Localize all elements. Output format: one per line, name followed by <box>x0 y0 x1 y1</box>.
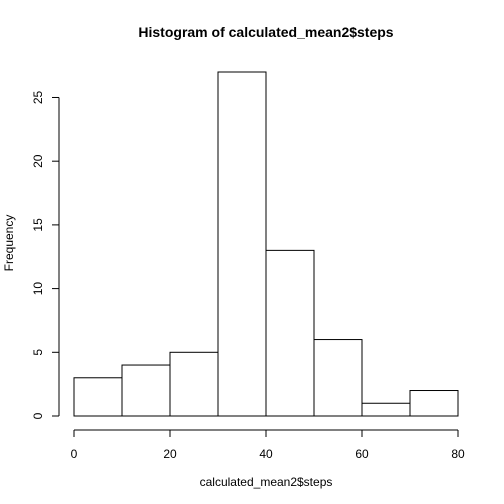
y-axis: 0 5 10 15 20 25 <box>31 90 60 419</box>
x-tick-label-0: 0 <box>71 447 78 461</box>
histogram-bar-7 <box>409 390 459 417</box>
histogram-bar-3 <box>217 71 267 417</box>
histogram-bar-0 <box>73 377 123 417</box>
histogram-bar-4 <box>265 249 315 417</box>
histogram-bar-5 <box>313 339 363 417</box>
y-tick-label-0: 0 <box>31 412 45 419</box>
y-tick-label-3: 15 <box>31 218 45 232</box>
x-tick-label-2: 40 <box>259 447 273 461</box>
histogram-bar-2 <box>169 351 219 417</box>
y-tick-label-4: 20 <box>31 154 45 168</box>
x-axis-label: calculated_mean2$steps <box>200 475 333 489</box>
chart-title: Histogram of calculated_mean2$steps <box>138 24 393 40</box>
x-tick-label-4: 80 <box>451 447 465 461</box>
bars-group <box>73 71 459 417</box>
y-axis-label: Frequency <box>2 215 16 272</box>
y-tick-label-5: 25 <box>31 90 45 104</box>
x-tick-label-3: 60 <box>355 447 369 461</box>
histogram-bar-6 <box>361 402 411 417</box>
x-tick-label-1: 20 <box>163 447 177 461</box>
histogram-bar-1 <box>121 364 171 417</box>
y-tick-label-1: 5 <box>31 349 45 356</box>
y-tick-label-2: 10 <box>31 282 45 296</box>
x-axis: 0 20 40 60 80 <box>71 429 465 461</box>
